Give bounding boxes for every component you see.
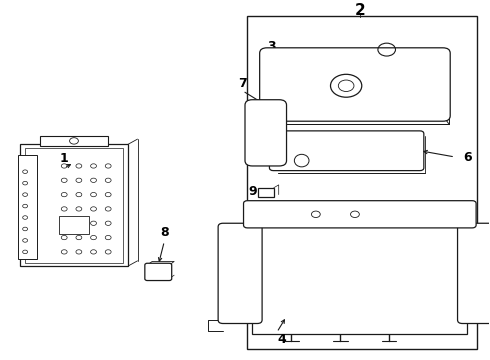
FancyBboxPatch shape (218, 223, 262, 324)
Bar (40, 135, 108, 146)
Bar (59, 216, 89, 234)
Text: 7: 7 (238, 77, 247, 90)
FancyBboxPatch shape (145, 263, 172, 280)
FancyBboxPatch shape (245, 100, 287, 166)
Bar (247, 15, 477, 348)
Bar (25, 148, 123, 263)
Ellipse shape (294, 154, 309, 167)
Text: 8: 8 (160, 226, 169, 239)
FancyBboxPatch shape (260, 48, 450, 121)
Text: 3: 3 (268, 40, 276, 53)
Bar (258, 188, 274, 198)
Text: 2: 2 (354, 3, 365, 18)
Text: 5: 5 (434, 58, 442, 71)
Text: 1: 1 (60, 152, 69, 165)
Text: 4: 4 (277, 333, 286, 346)
Text: 9: 9 (248, 185, 257, 198)
FancyBboxPatch shape (458, 223, 490, 324)
FancyBboxPatch shape (270, 131, 424, 171)
FancyBboxPatch shape (244, 201, 476, 228)
Bar (252, 209, 467, 334)
Bar (20, 144, 128, 266)
Text: 6: 6 (463, 150, 472, 163)
Bar (18, 155, 37, 259)
